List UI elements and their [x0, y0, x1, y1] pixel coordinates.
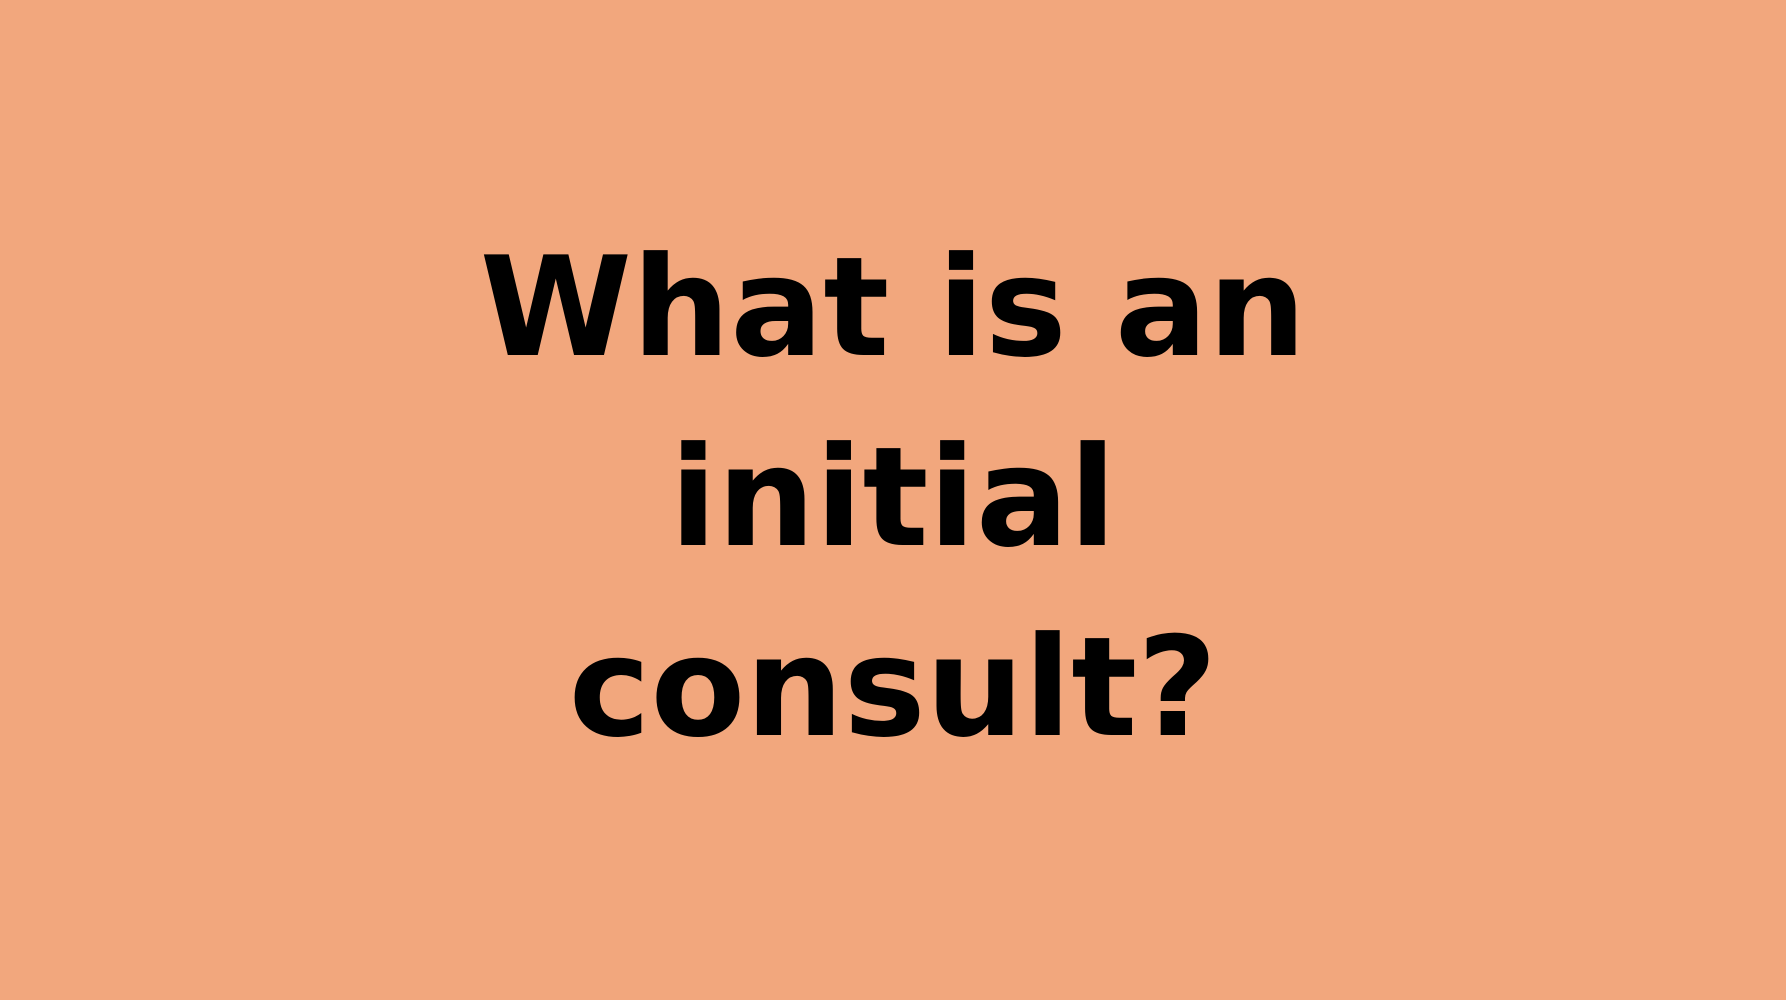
headline-text: What is an initial consult? [0, 213, 1786, 783]
headline-line-2: initial [669, 417, 1117, 578]
headline-line-3: consult? [568, 607, 1218, 768]
headline-line-1: What is an [479, 227, 1307, 388]
